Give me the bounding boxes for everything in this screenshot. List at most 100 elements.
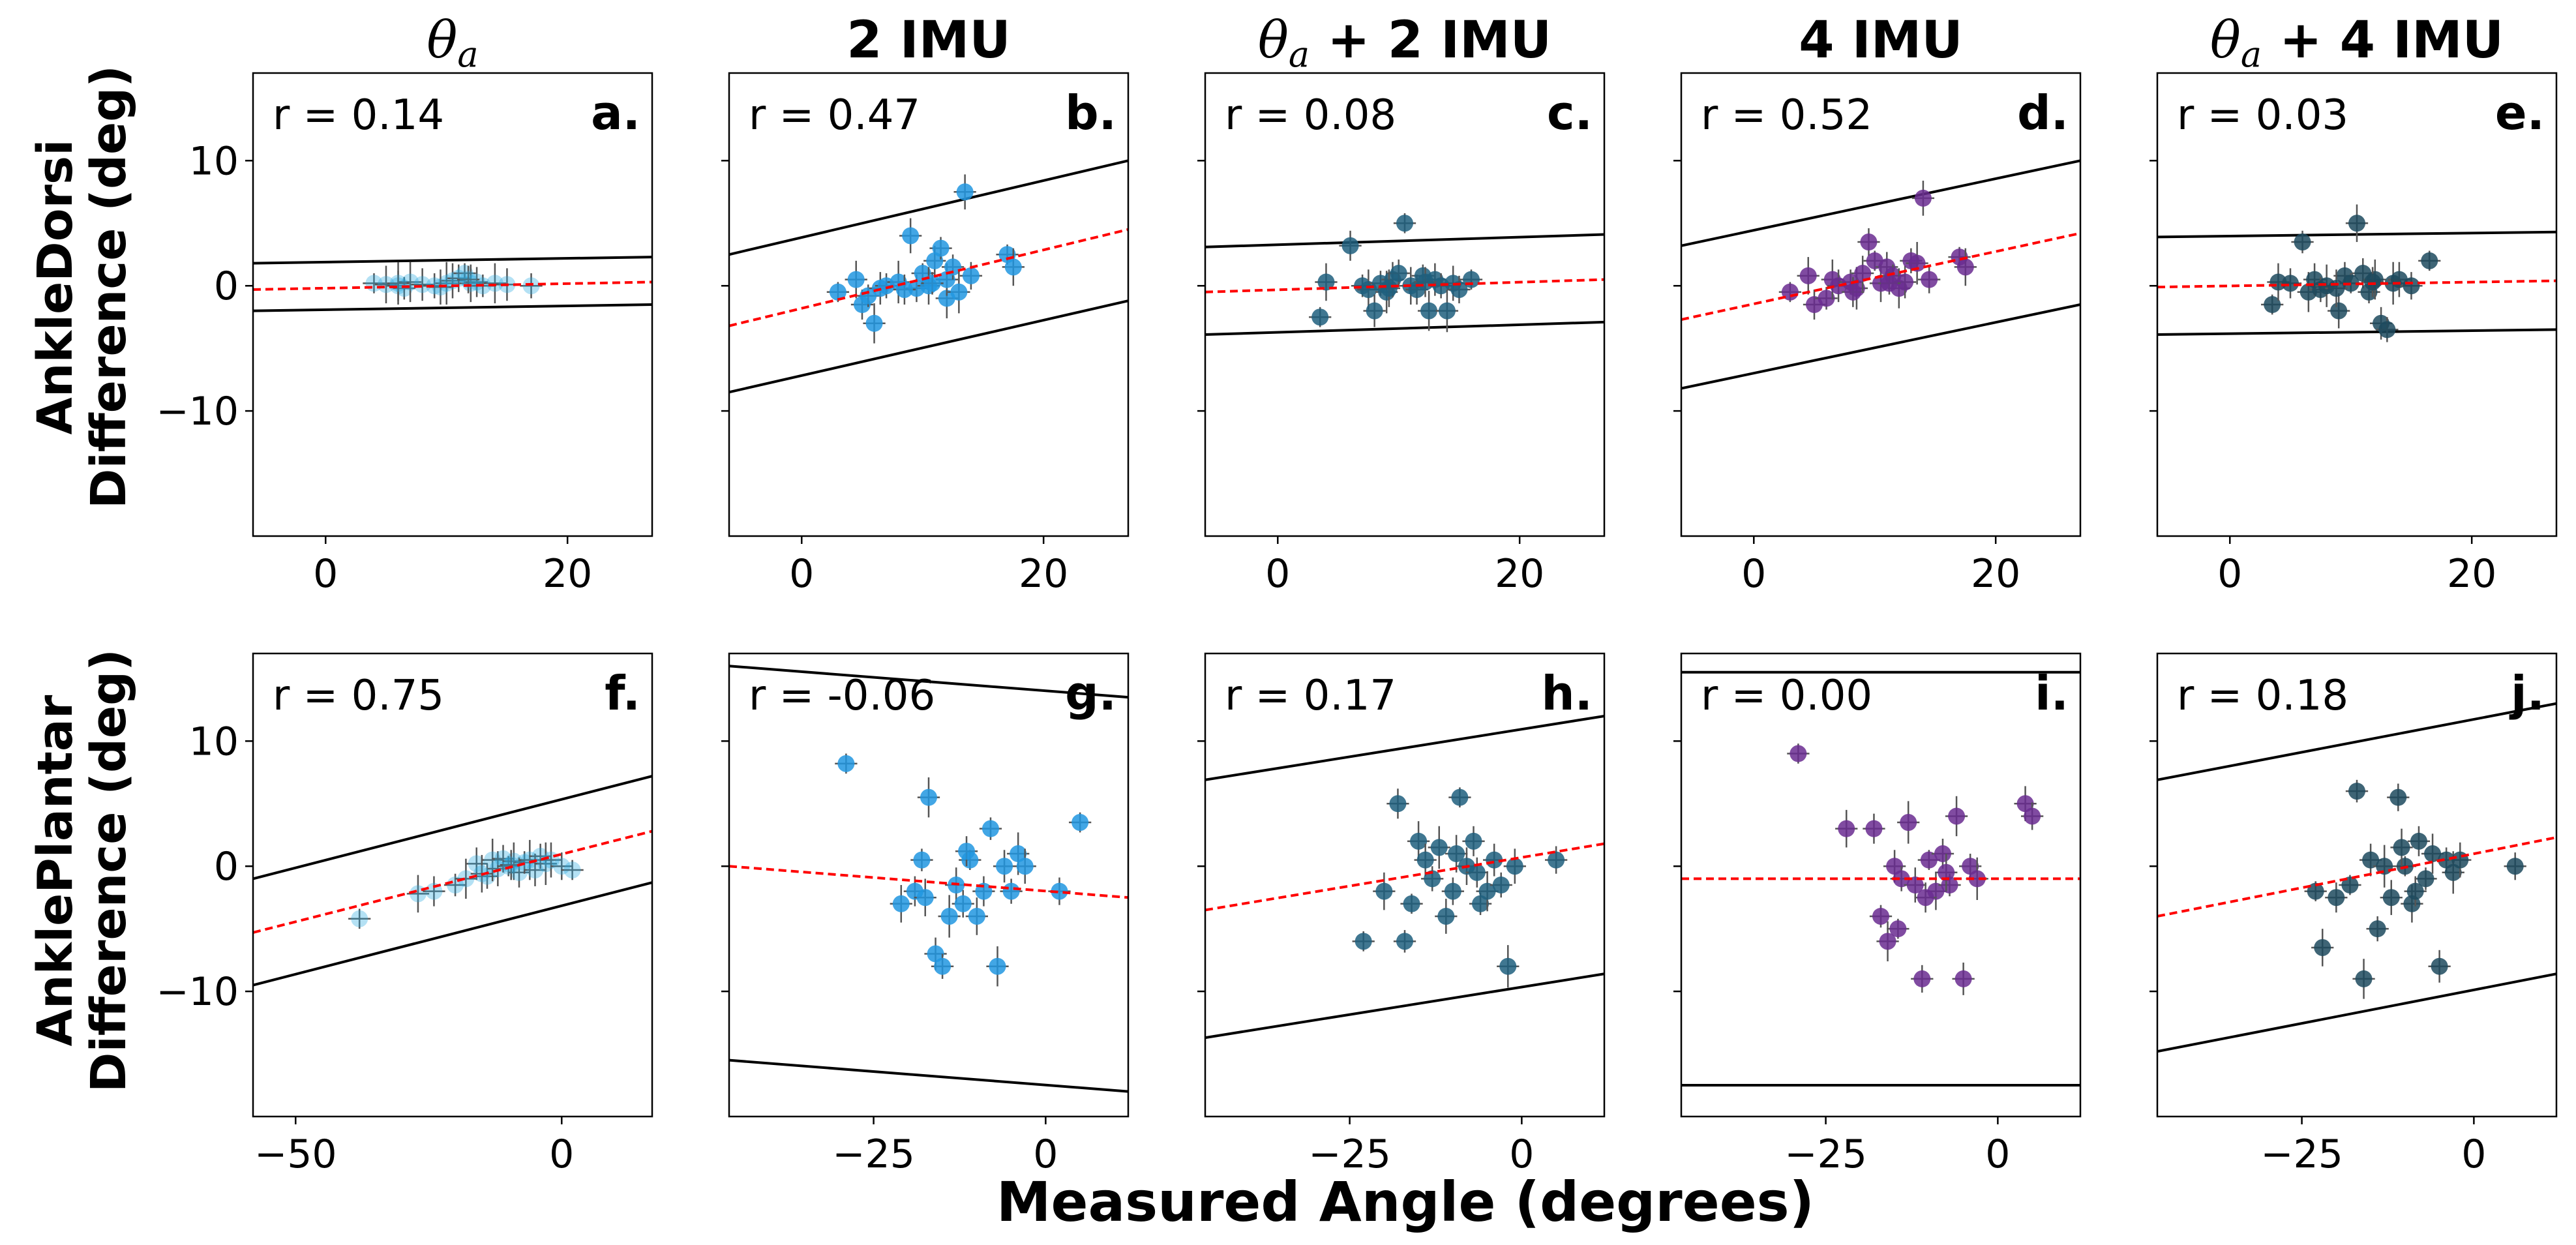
x-tick-label: 20 [1019, 551, 1068, 597]
lower-limit-line [2157, 328, 2556, 337]
data-point [1386, 788, 1409, 819]
data-point [2421, 833, 2444, 874]
marker [1375, 882, 1393, 900]
x-tick-label: −50 [254, 1132, 337, 1177]
fit-line [729, 865, 1128, 899]
data-point [1914, 882, 1937, 913]
data-point [1842, 277, 1865, 307]
data-point [986, 946, 1009, 987]
panels: −10 0 10 0 20 r = 0.14 a. 0 20 r = 0.47 b. 0 20 r = 0… [156, 72, 2558, 1177]
column-title-subscript: a [457, 34, 478, 75]
data-point [1906, 242, 1928, 285]
panel-h: −25 0 r = 0.17 h. [1197, 652, 1606, 1177]
plot-area [253, 256, 652, 312]
plot-area [2157, 702, 2556, 1053]
row-label-top-line2: Difference (deg) [81, 65, 137, 509]
y-tick-label: 0 [214, 844, 239, 890]
panel-letter: j. [2509, 666, 2545, 721]
data-point [1490, 872, 1512, 898]
marker [954, 895, 972, 912]
data-point [1339, 230, 1362, 261]
data-point [2345, 779, 2369, 803]
data-point [1441, 877, 1464, 905]
marker [378, 276, 395, 293]
correlation-label: r = 0.00 [1701, 672, 1872, 720]
fit-line [1681, 232, 2080, 321]
marker [1948, 807, 1966, 825]
marker [1430, 839, 1448, 856]
data-point [2366, 916, 2389, 942]
marker [479, 867, 496, 885]
column-title-text: 4 IMU [1799, 11, 1962, 70]
correlation-label: r = 0.75 [273, 672, 444, 720]
upper-limit-line [253, 256, 652, 265]
data-point [1876, 921, 1899, 962]
data-point [948, 271, 970, 314]
marker [2328, 280, 2345, 297]
x-tick-label: 20 [543, 551, 592, 597]
marker [1010, 845, 1027, 863]
data-point [561, 860, 584, 880]
x-tick-label: 20 [2447, 551, 2496, 597]
plot-area [729, 159, 1128, 394]
data-point [965, 897, 988, 935]
data-point [1904, 867, 1926, 903]
correlation-label: r = 0.47 [749, 91, 920, 140]
data-point [2404, 876, 2427, 907]
data-point [1435, 899, 1458, 934]
data-point [2325, 882, 2348, 913]
data-point [857, 284, 880, 307]
data-point [465, 847, 488, 880]
marker [1872, 907, 1889, 925]
panel-c: 0 20 r = 0.08 c. [1197, 72, 1606, 597]
x-tick-label: −25 [1308, 1132, 1391, 1177]
panel-letter: f. [605, 666, 640, 721]
plot-area [1681, 159, 2080, 390]
marker [968, 907, 985, 925]
marker [2341, 877, 2359, 893]
data-point [1911, 965, 1934, 993]
marker [934, 957, 951, 975]
marker [1818, 290, 1835, 307]
marker [837, 755, 855, 772]
marker [1790, 745, 1807, 762]
marker [860, 287, 877, 305]
data-point [1787, 743, 1810, 764]
marker [865, 314, 883, 332]
marker [413, 276, 431, 293]
data-point [941, 254, 965, 280]
plot-area [2157, 204, 2556, 342]
marker [2389, 788, 2407, 806]
marker [1492, 877, 1510, 893]
x-tick-label: 0 [2461, 1132, 2486, 1177]
marker [2369, 920, 2386, 938]
marker [1893, 870, 1910, 888]
marker [1934, 845, 1951, 863]
column-title-text: 2 IMU [846, 11, 1010, 70]
marker [460, 271, 477, 288]
data-point [1393, 930, 1416, 953]
data-point [1918, 265, 1941, 293]
marker [902, 227, 920, 245]
marker [1444, 882, 1461, 900]
marker [1499, 957, 1517, 975]
data-point [1428, 826, 1450, 869]
column-title: 2 IMU [846, 11, 1010, 70]
marker [944, 258, 962, 276]
lower-limit-line [729, 1058, 1128, 1093]
data-point [411, 268, 434, 301]
data-point [910, 848, 933, 871]
column-title-theta: θ [2210, 11, 2241, 70]
data-point [1545, 846, 1568, 874]
marker [2444, 863, 2462, 881]
marker [950, 283, 968, 301]
marker [1002, 882, 1020, 900]
data-point [863, 303, 886, 344]
marker [468, 855, 485, 873]
x-tick-label: 20 [1495, 551, 1544, 597]
marker [486, 275, 503, 292]
panel-letter: b. [1065, 85, 1116, 140]
axes-frame [2156, 72, 2558, 537]
panel-i: −25 0 r = 0.00 i. [1673, 652, 2082, 1177]
marker [511, 863, 528, 881]
